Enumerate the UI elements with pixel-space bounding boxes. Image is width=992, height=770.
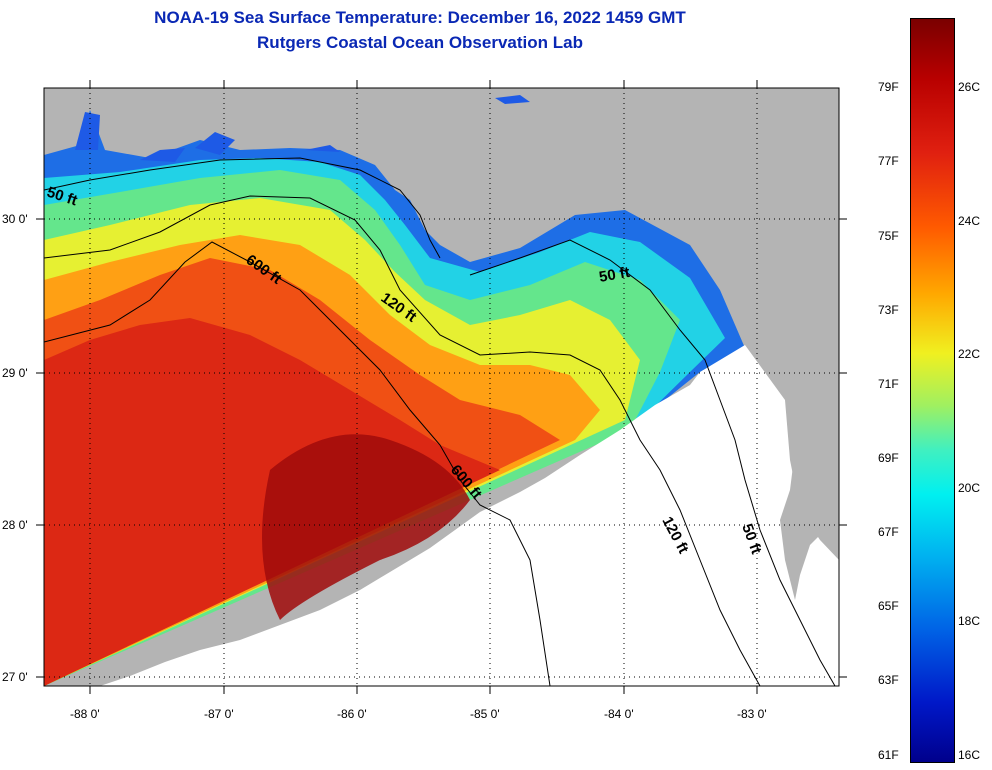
colorbar-c-label: 16C	[958, 748, 981, 762]
lon-label: -87 0'	[204, 707, 234, 721]
colorbar-c-label: 22C	[958, 347, 981, 361]
temperature-colorbar	[910, 18, 955, 763]
contour-label: 50 ft	[598, 264, 631, 286]
colorbar-c-label: 24C	[958, 214, 981, 228]
lon-label: -84 0'	[604, 707, 634, 721]
colorbar-f-label: 77F	[878, 154, 899, 168]
lon-label: -88 0'	[70, 707, 100, 721]
no-data-region	[100, 345, 839, 686]
colorbar-f-label: 69F	[878, 451, 899, 465]
tick-marks	[36, 80, 847, 694]
colorbar-f-label: 67F	[878, 525, 899, 539]
lat-label: 29 0'	[2, 366, 28, 380]
lat-label: 27 0'	[2, 670, 28, 684]
colorbar-f-label: 71F	[878, 377, 899, 391]
colorbar-f-label: 65F	[878, 599, 899, 613]
lat-label: 28 0'	[2, 518, 28, 532]
sst-band-dark-red	[262, 434, 470, 620]
contour-50ft-east	[469, 239, 836, 686]
lon-label: -85 0'	[470, 707, 500, 721]
colorbar-c-label: 18C	[958, 614, 981, 628]
colorbar-f-label: 79F	[878, 80, 899, 94]
colorbar-c-label: 20C	[958, 481, 981, 495]
colorbar-f-label: 61F	[878, 748, 899, 762]
contour-50ft-west	[44, 157, 441, 259]
contour-600ft	[44, 241, 551, 686]
colorbar-f-label: 73F	[878, 303, 899, 317]
lon-label: -86 0'	[337, 707, 367, 721]
map-title: NOAA-19 Sea Surface Temperature: Decembe…	[154, 8, 686, 27]
colorbar-f-label: 63F	[878, 673, 899, 687]
lat-label: 30 0'	[2, 212, 28, 226]
colorbar-f-label: 75F	[878, 229, 899, 243]
lon-label: -83 0'	[737, 707, 767, 721]
contour-120ft	[44, 195, 761, 686]
map-frame	[43, 87, 840, 687]
map-subtitle: Rutgers Coastal Ocean Observation Lab	[257, 33, 583, 52]
florida-land	[750, 345, 839, 600]
colorbar-c-label: 26C	[958, 80, 981, 94]
